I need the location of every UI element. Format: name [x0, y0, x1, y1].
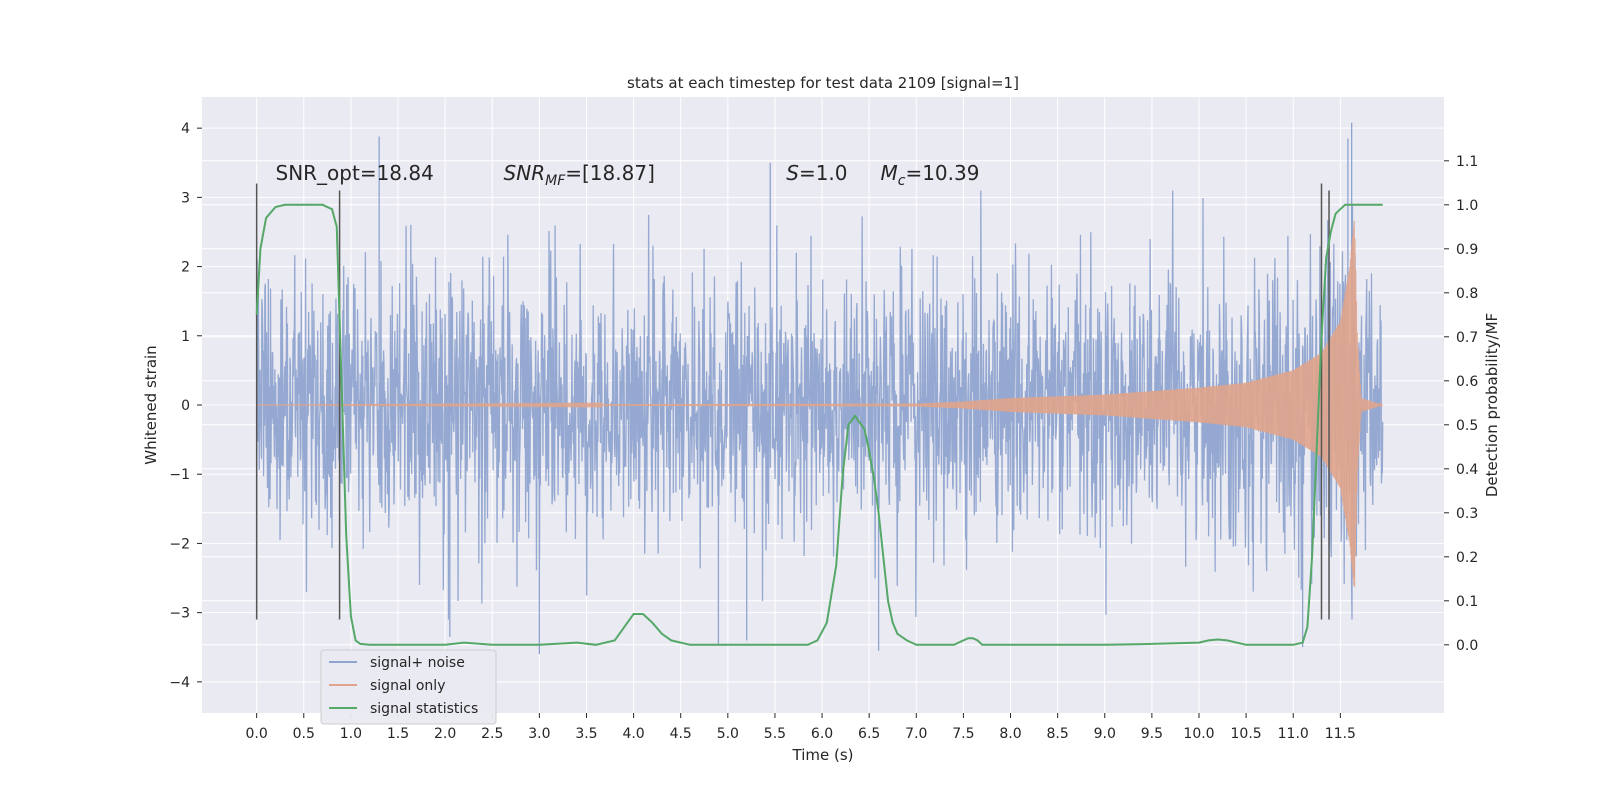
vertical-markers [255, 183, 1330, 620]
legend: signal+ noise signal only signal statist… [320, 649, 497, 725]
x-tick-label: 2.0 [434, 726, 456, 742]
y2-tick-label: 0.8 [1456, 286, 1478, 302]
legend-label-signal-statistics: signal statistics [370, 701, 478, 717]
y-tick-label: −3 [169, 606, 190, 622]
x-tick-label: 7.0 [905, 726, 927, 742]
annotation-1-value: =[18.87] [565, 161, 655, 185]
x-tick-label: 0.5 [293, 726, 315, 742]
x-tick-label: 10.0 [1183, 726, 1214, 742]
x-tick-label: 4.5 [670, 726, 692, 742]
annotation-2-symbol: S [786, 161, 799, 185]
y-tick-label: −4 [169, 675, 190, 691]
y2-tick-label: 0.5 [1456, 418, 1478, 434]
y2-tick-label: 0.1 [1456, 594, 1478, 610]
legend-box [320, 649, 497, 725]
y2-axis-ticks: 1.1 1.0 0.9 0.8 0.7 0.6 0.5 0.4 0.3 0.2 0.1 0.0 [1444, 154, 1478, 654]
x-tick-label: 6.0 [811, 726, 833, 742]
x-tick-label: 0.0 [246, 726, 268, 742]
legend-label-signal-noise: signal+ noise [370, 655, 465, 671]
y2-tick-label: 1.0 [1456, 198, 1478, 214]
y-tick-label: 4 [181, 121, 190, 137]
y-axis-ticks: 4 3 2 1 0 −1 −2 −3 −4 [169, 121, 202, 691]
signal-only-line [256, 220, 1383, 587]
x-axis-label: Time (s) [792, 746, 854, 764]
annotations: SNR_opt=18.84 SNRMF=[18.87] S=1.0 Mc=10.39 [276, 161, 980, 189]
annotation-2-value: =1.0 [799, 161, 848, 185]
annotation-0: SNR_opt=18.84 [276, 161, 434, 185]
x-tick-label: 8.0 [999, 726, 1021, 742]
x-tick-label: 3.0 [528, 726, 550, 742]
y2-axis-label: Detection probability/MF [1483, 313, 1501, 497]
x-tick-label: 4.0 [622, 726, 644, 742]
x-tick-label: 10.5 [1231, 726, 1262, 742]
x-tick-label: 3.5 [575, 726, 597, 742]
chart-title: stats at each timestep for test data 210… [627, 74, 1019, 92]
y-tick-label: 1 [181, 329, 190, 345]
y2-tick-label: 0.7 [1456, 330, 1478, 346]
x-tick-label: 9.5 [1141, 726, 1163, 742]
annotation-1-subscript: MF [545, 173, 566, 189]
annotation-1-symbol: SNR [504, 161, 546, 185]
x-tick-label: 2.5 [481, 726, 503, 742]
y2-tick-label: 0.4 [1456, 462, 1478, 478]
signal-statistics-line [255, 203, 1383, 646]
annotation-2: S=1.0 [786, 161, 847, 185]
y2-tick-label: 1.1 [1456, 154, 1478, 170]
annotation-3-symbol: M [880, 161, 897, 185]
y2-tick-label: 0.9 [1456, 242, 1478, 258]
x-tick-label: 1.5 [387, 726, 409, 742]
x-tick-label: 8.5 [1047, 726, 1069, 742]
y-tick-label: 3 [181, 190, 190, 206]
x-tick-label: 9.0 [1094, 726, 1116, 742]
y-tick-label: 2 [181, 260, 190, 276]
x-tick-label: 6.5 [858, 726, 880, 742]
y2-tick-label: 0.0 [1456, 638, 1478, 654]
x-tick-label: 1.0 [340, 726, 362, 742]
x-tick-label: 5.0 [717, 726, 739, 742]
y-tick-label: −2 [169, 536, 190, 552]
y-tick-label: −1 [169, 467, 190, 483]
signal-only-series [256, 220, 1383, 587]
x-tick-label: 7.5 [952, 726, 974, 742]
y2-tick-label: 0.6 [1456, 374, 1478, 390]
annotation-3: Mc=10.39 [880, 161, 979, 189]
signal-statistics-series [255, 203, 1383, 646]
annotation-1: SNRMF=[18.87] [504, 161, 655, 189]
y-tick-label: 0 [181, 398, 190, 414]
x-tick-label: 11.5 [1325, 726, 1356, 742]
legend-label-signal-only: signal only [370, 678, 445, 694]
annotation-3-value: =10.39 [905, 161, 979, 185]
x-tick-label: 11.0 [1278, 726, 1309, 742]
x-tick-label: 5.5 [764, 726, 786, 742]
annotation-3-subscript: c [898, 173, 906, 189]
y2-tick-label: 0.2 [1456, 550, 1478, 566]
x-axis-ticks: 0.0 0.5 1.0 1.5 2.0 2.5 3.0 3.5 4.0 4.5 5.0 5.5 6.0 6… [246, 713, 1356, 742]
y-axis-label: Whitened strain [142, 345, 160, 464]
y2-tick-label: 0.3 [1456, 506, 1478, 522]
